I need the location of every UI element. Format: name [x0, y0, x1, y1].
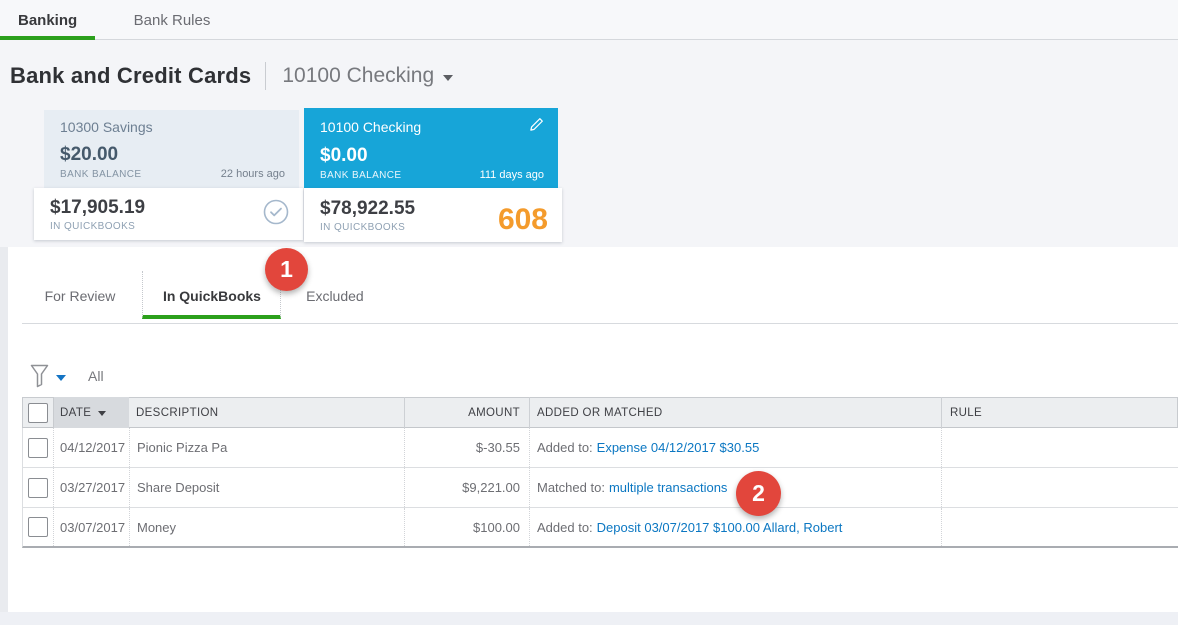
cell-description: Pionic Pizza Pa [129, 428, 404, 467]
annotation-step-1: 1 [265, 248, 308, 291]
savings-in-quickbooks-amount: $17,905.19 [50, 196, 146, 218]
savings-bank-balance: $20.00 [60, 144, 119, 165]
title-divider [265, 62, 267, 90]
cell-added-or-matched: Added to: Deposit 03/07/2017 $100.00 All… [529, 508, 941, 546]
savings-card-bottom: $17,905.19 IN QUICKBOOKS [34, 188, 303, 240]
filter-row: All [30, 361, 104, 391]
cell-date: 03/07/2017 [53, 508, 129, 546]
checking-updated-timestamp: 111 days ago [479, 169, 544, 181]
transactions-panel: For Review In QuickBooks Excluded All DA… [8, 247, 1178, 612]
table-row: 03/27/2017 Share Deposit $9,221.00 Match… [22, 468, 1178, 508]
review-tabs: For Review In QuickBooks Excluded [22, 271, 384, 319]
page-header: Bank and Credit Cards 10100 Checking [10, 62, 454, 90]
check-circle-icon [263, 199, 289, 230]
transaction-link[interactable]: Deposit 03/07/2017 $100.00 Allard, Rober… [596, 519, 843, 535]
select-all-checkbox[interactable] [28, 402, 48, 423]
pencil-icon[interactable] [529, 117, 544, 137]
account-selector-label: 10100 Checking [282, 64, 435, 87]
checking-in-quickbooks-amount: $78,922.55 [320, 197, 416, 219]
savings-in-quickbooks-label: IN QUICKBOOKS [50, 220, 136, 232]
table-row: 04/12/2017 Pionic Pizza Pa $-30.55 Added… [22, 428, 1178, 468]
checking-card-top: 10100 Checking $0.00 BANK BALANCE 111 da… [304, 108, 558, 188]
table-header-row: DATE DESCRIPTION AMOUNT ADDED OR MATCHED… [22, 397, 1178, 428]
cell-added-or-matched: Matched to: multiple transactions [529, 468, 941, 507]
checking-card-bottom: $78,922.55 IN QUICKBOOKS 608 [304, 188, 562, 242]
tab-for-review[interactable]: For Review [44, 288, 116, 304]
cell-description: Share Deposit [129, 468, 404, 507]
sort-caret-down-icon [98, 410, 107, 416]
cell-amount: $9,221.00 [404, 468, 529, 507]
tabs-divider-line [22, 323, 1178, 324]
savings-card-top: 10300 Savings $20.00 BANK BALANCE 22 hou… [44, 110, 299, 188]
cell-rule [941, 468, 1178, 507]
row-checkbox[interactable] [28, 477, 48, 498]
funnel-icon[interactable] [30, 364, 66, 388]
header-description: DESCRIPTION [136, 407, 219, 419]
cell-rule [941, 508, 1178, 546]
caret-down-icon [443, 75, 454, 81]
tab-bank-rules[interactable]: Bank Rules [133, 12, 211, 29]
savings-bank-balance-label: BANK BALANCE [60, 169, 142, 180]
header-date[interactable]: DATE [53, 397, 129, 428]
tab-excluded[interactable]: Excluded [306, 288, 364, 304]
account-card-savings[interactable]: 10300 Savings $20.00 BANK BALANCE 22 hou… [34, 110, 303, 240]
cell-date: 03/27/2017 [53, 468, 129, 507]
transactions-table: DATE DESCRIPTION AMOUNT ADDED OR MATCHED… [22, 397, 1178, 548]
checking-bank-balance-label: BANK BALANCE [320, 170, 402, 181]
cell-amount: $-30.55 [404, 428, 529, 467]
bottom-strip [0, 612, 1178, 625]
annotation-step-2: 2 [736, 471, 781, 516]
transaction-link[interactable]: multiple transactions [608, 480, 728, 495]
checking-account-name: 10100 Checking [320, 119, 422, 135]
savings-updated-timestamp: 22 hours ago [220, 168, 285, 180]
header-added-or-matched: ADDED OR MATCHED [529, 397, 941, 428]
caret-down-icon [56, 374, 66, 381]
header-amount: AMOUNT [404, 397, 529, 428]
left-gutter [0, 247, 8, 612]
row-checkbox[interactable] [28, 517, 48, 537]
cell-rule [941, 428, 1178, 467]
cell-date: 04/12/2017 [53, 428, 129, 467]
cell-amount: $100.00 [404, 508, 529, 546]
savings-account-name: 10300 Savings [60, 119, 153, 135]
cell-added-or-matched: Added to: Expense 04/12/2017 $30.55 [529, 428, 941, 467]
cell-description: Money [129, 508, 404, 546]
account-card-checking[interactable]: 10100 Checking $0.00 BANK BALANCE 111 da… [304, 108, 562, 242]
table-row: 03/07/2017 Money $100.00 Added to: Depos… [22, 508, 1178, 548]
top-tab-bar: Banking Bank Rules [0, 0, 1178, 40]
tab-banking[interactable]: Banking [0, 0, 96, 40]
header-rule: RULE [941, 397, 1177, 428]
account-selector-dropdown[interactable]: 10100 Checking [282, 64, 454, 88]
transaction-link[interactable]: Expense 04/12/2017 $30.55 [596, 440, 760, 455]
page-title: Bank and Credit Cards [10, 63, 252, 88]
row-checkbox[interactable] [28, 437, 48, 458]
select-all-cell [23, 398, 53, 427]
transaction-count-badge: 608 [497, 203, 548, 236]
checking-in-quickbooks-label: IN QUICKBOOKS [320, 221, 406, 233]
filter-all-label: All [88, 368, 104, 384]
tab-in-quickbooks[interactable]: In QuickBooks [142, 271, 282, 319]
checking-bank-balance: $0.00 [320, 145, 368, 166]
